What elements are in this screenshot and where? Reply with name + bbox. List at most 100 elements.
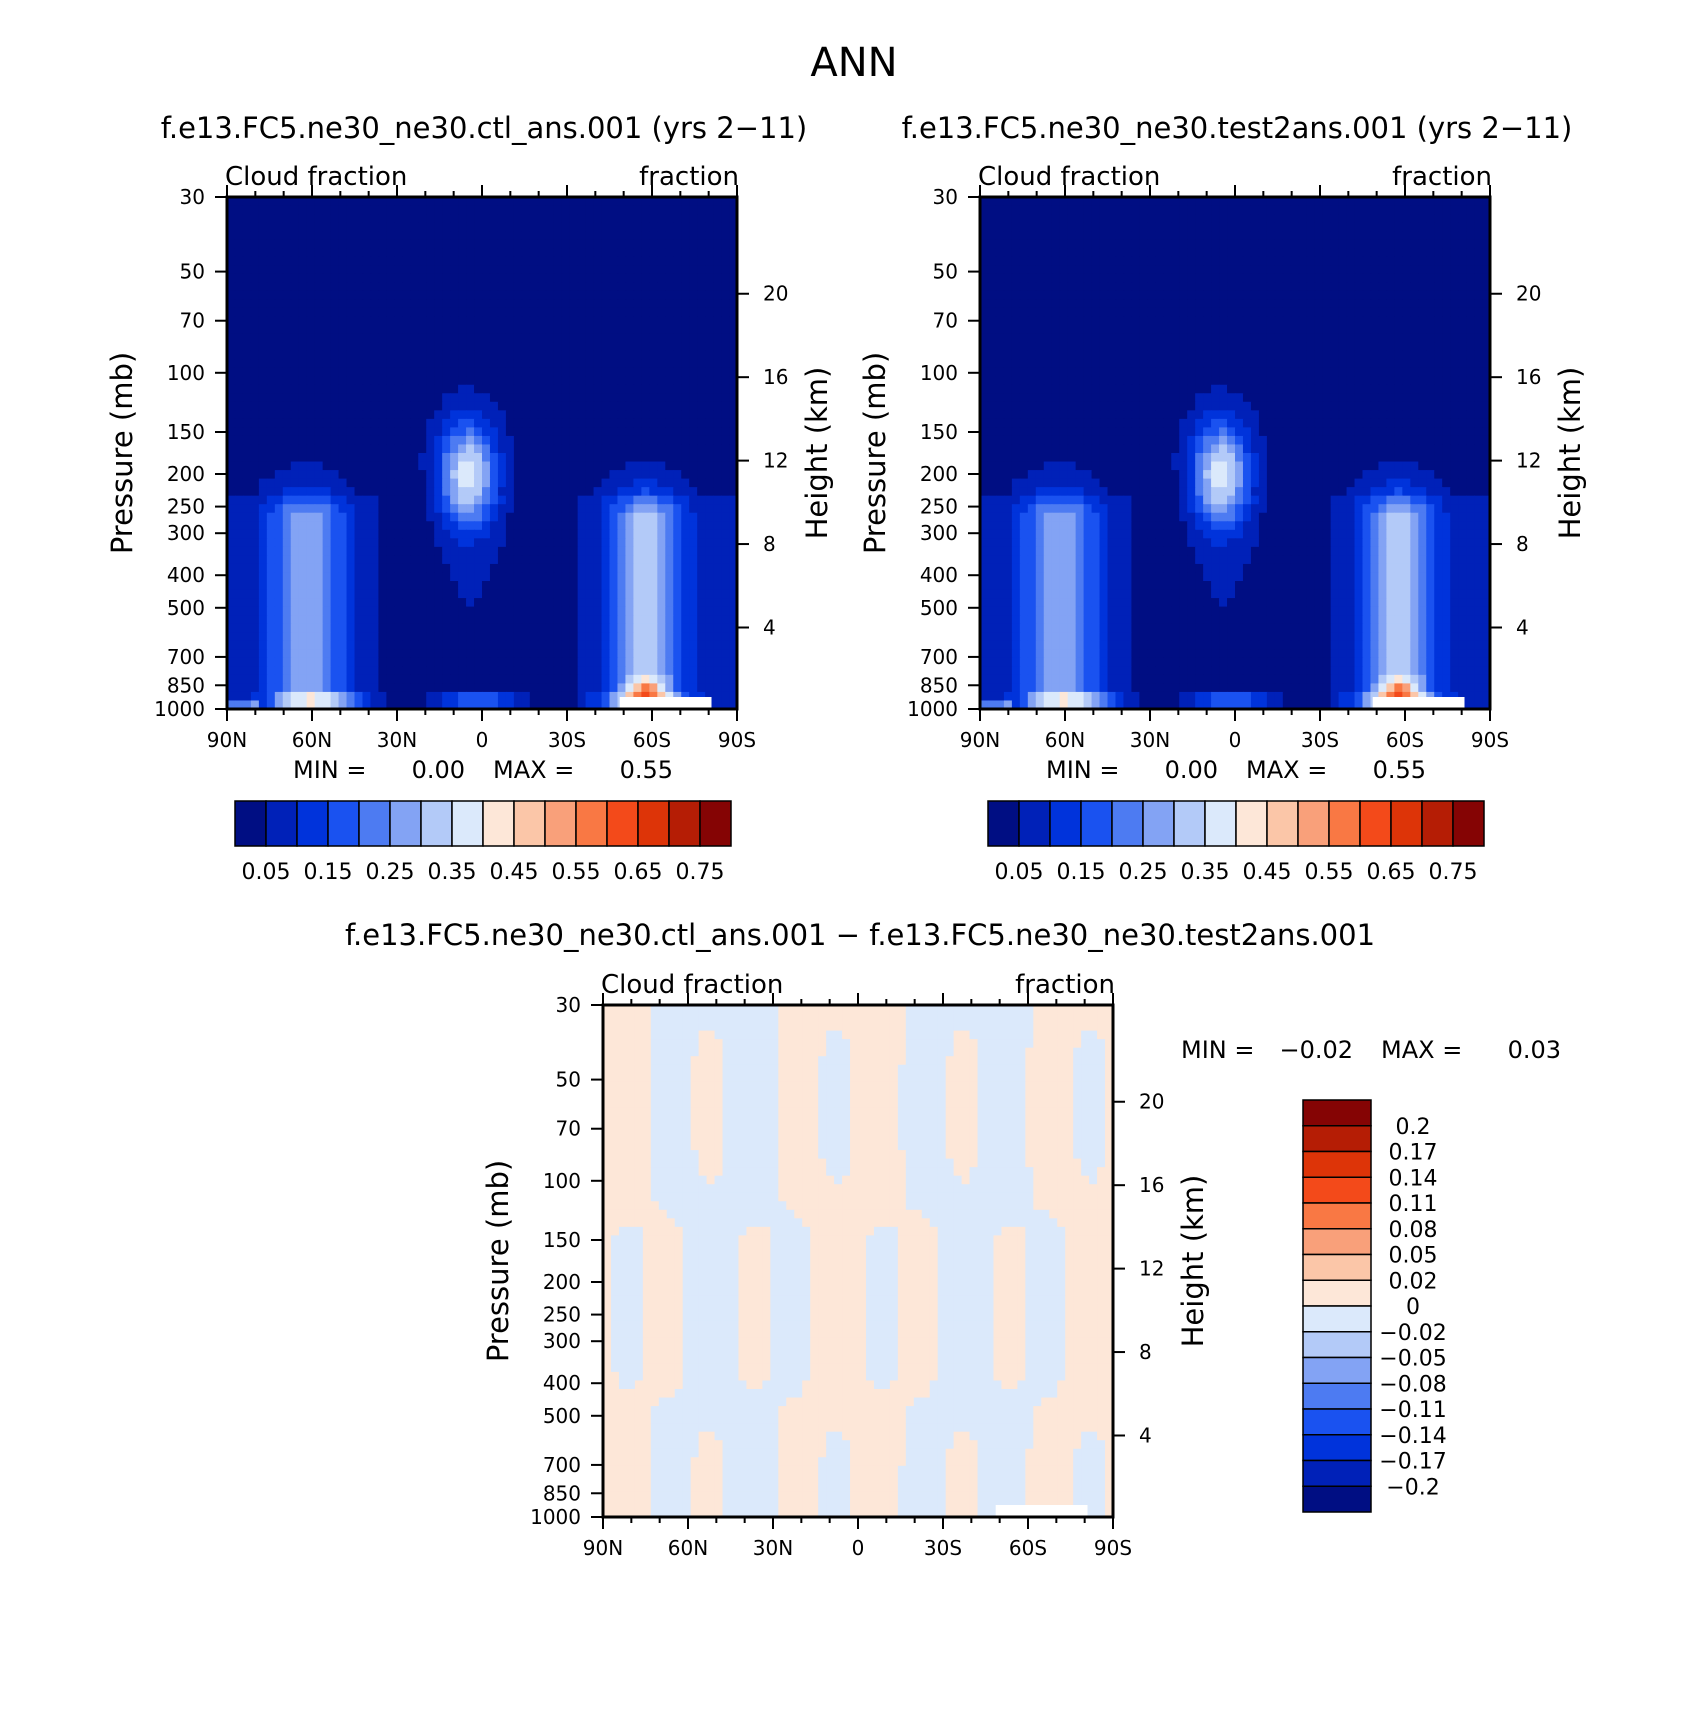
field-cell	[505, 290, 515, 300]
field-cell	[370, 529, 380, 539]
field-cell	[266, 333, 276, 343]
field-cell	[1211, 290, 1220, 300]
field-cell	[234, 401, 244, 411]
field-cell	[370, 282, 380, 292]
field-cell	[474, 461, 483, 471]
field-cell	[1458, 265, 1467, 275]
field-cell	[585, 504, 595, 514]
field-cell	[458, 248, 467, 258]
field-cell	[705, 248, 714, 258]
field-cell	[1314, 256, 1324, 266]
field-cell	[561, 598, 571, 608]
field-cell	[665, 384, 674, 394]
field-cell	[1418, 248, 1427, 258]
field-cell	[625, 453, 635, 463]
field-cell	[1338, 307, 1348, 318]
field-cell	[434, 691, 443, 702]
field-cell	[418, 205, 427, 215]
field-cell	[1195, 239, 1204, 249]
field-cell	[657, 290, 666, 300]
field-cell	[410, 222, 419, 232]
field-cell	[314, 316, 324, 326]
field-cell	[442, 350, 451, 360]
field-cell	[721, 350, 730, 360]
field-cell	[689, 470, 698, 480]
field-cell	[521, 691, 531, 702]
field-cell	[1266, 205, 1276, 215]
field-cell	[729, 487, 738, 497]
field-cell	[1330, 290, 1340, 300]
colorbar-box	[513, 800, 546, 847]
field-cell	[505, 572, 515, 582]
field-cell	[689, 376, 698, 386]
field-cell	[665, 359, 674, 369]
field-cell	[442, 359, 451, 369]
field-cell	[346, 333, 356, 343]
field-cell	[290, 401, 300, 411]
field-cell	[234, 273, 244, 283]
field-cell	[227, 435, 236, 446]
field-cell	[713, 598, 722, 608]
field-cell	[1418, 282, 1427, 292]
field-cell	[657, 581, 666, 591]
field-cell	[418, 495, 427, 505]
field-cell	[513, 282, 523, 292]
field-cell	[458, 615, 467, 625]
field-cell	[601, 214, 611, 224]
field-cell	[402, 461, 411, 471]
field-cell	[1139, 265, 1148, 275]
field-cell	[426, 461, 435, 471]
field-cell	[649, 640, 658, 650]
field-cell	[1322, 256, 1332, 266]
field-cell	[657, 674, 666, 684]
field-cell	[609, 239, 619, 249]
field-cell	[609, 367, 619, 377]
field-cell	[362, 376, 372, 386]
field-cell	[1282, 214, 1292, 224]
field-cell	[513, 435, 523, 446]
field-cell	[450, 470, 459, 480]
field-cell	[713, 410, 722, 420]
field-cell	[282, 435, 292, 446]
field-cell	[370, 640, 380, 650]
field-cell	[330, 384, 340, 394]
field-cell	[1290, 273, 1300, 283]
field-cell	[354, 265, 364, 275]
field-cell	[354, 683, 364, 693]
field-cell	[713, 683, 722, 693]
field-cell	[681, 384, 690, 394]
field-cell	[266, 350, 276, 360]
field-cell	[1354, 273, 1364, 283]
field-cell	[1330, 239, 1340, 249]
field-cell	[242, 521, 252, 531]
field-cell	[577, 623, 587, 633]
field-cell	[330, 615, 340, 625]
field-cell	[354, 512, 364, 522]
field-cell	[681, 197, 690, 207]
field-cell	[641, 589, 650, 599]
field-cell	[242, 401, 252, 411]
field-cell	[1330, 214, 1340, 224]
field-cell	[577, 342, 587, 352]
field-cell	[1107, 205, 1117, 215]
field-cell	[458, 427, 467, 437]
field-cell	[505, 666, 515, 676]
field-cell	[338, 649, 348, 659]
field-cell	[601, 538, 611, 548]
field-cell	[418, 248, 427, 258]
field-cell	[250, 512, 260, 522]
field-cell	[330, 461, 340, 471]
field-cell	[266, 521, 276, 531]
field-cell	[234, 248, 244, 258]
field-cell	[227, 273, 236, 283]
field-cell	[1067, 273, 1077, 283]
field-cell	[617, 615, 627, 625]
field-cell	[282, 615, 292, 625]
field-cell	[529, 563, 539, 574]
field-cell	[330, 239, 340, 249]
field-cell	[1075, 214, 1085, 224]
field-cell	[234, 487, 244, 497]
field-cell	[362, 538, 372, 548]
field-cell	[529, 290, 539, 300]
panels: f.e13.FC5.ne30_ne30.ctl_ans.001 (yrs 2−1…	[105, 111, 1587, 1560]
